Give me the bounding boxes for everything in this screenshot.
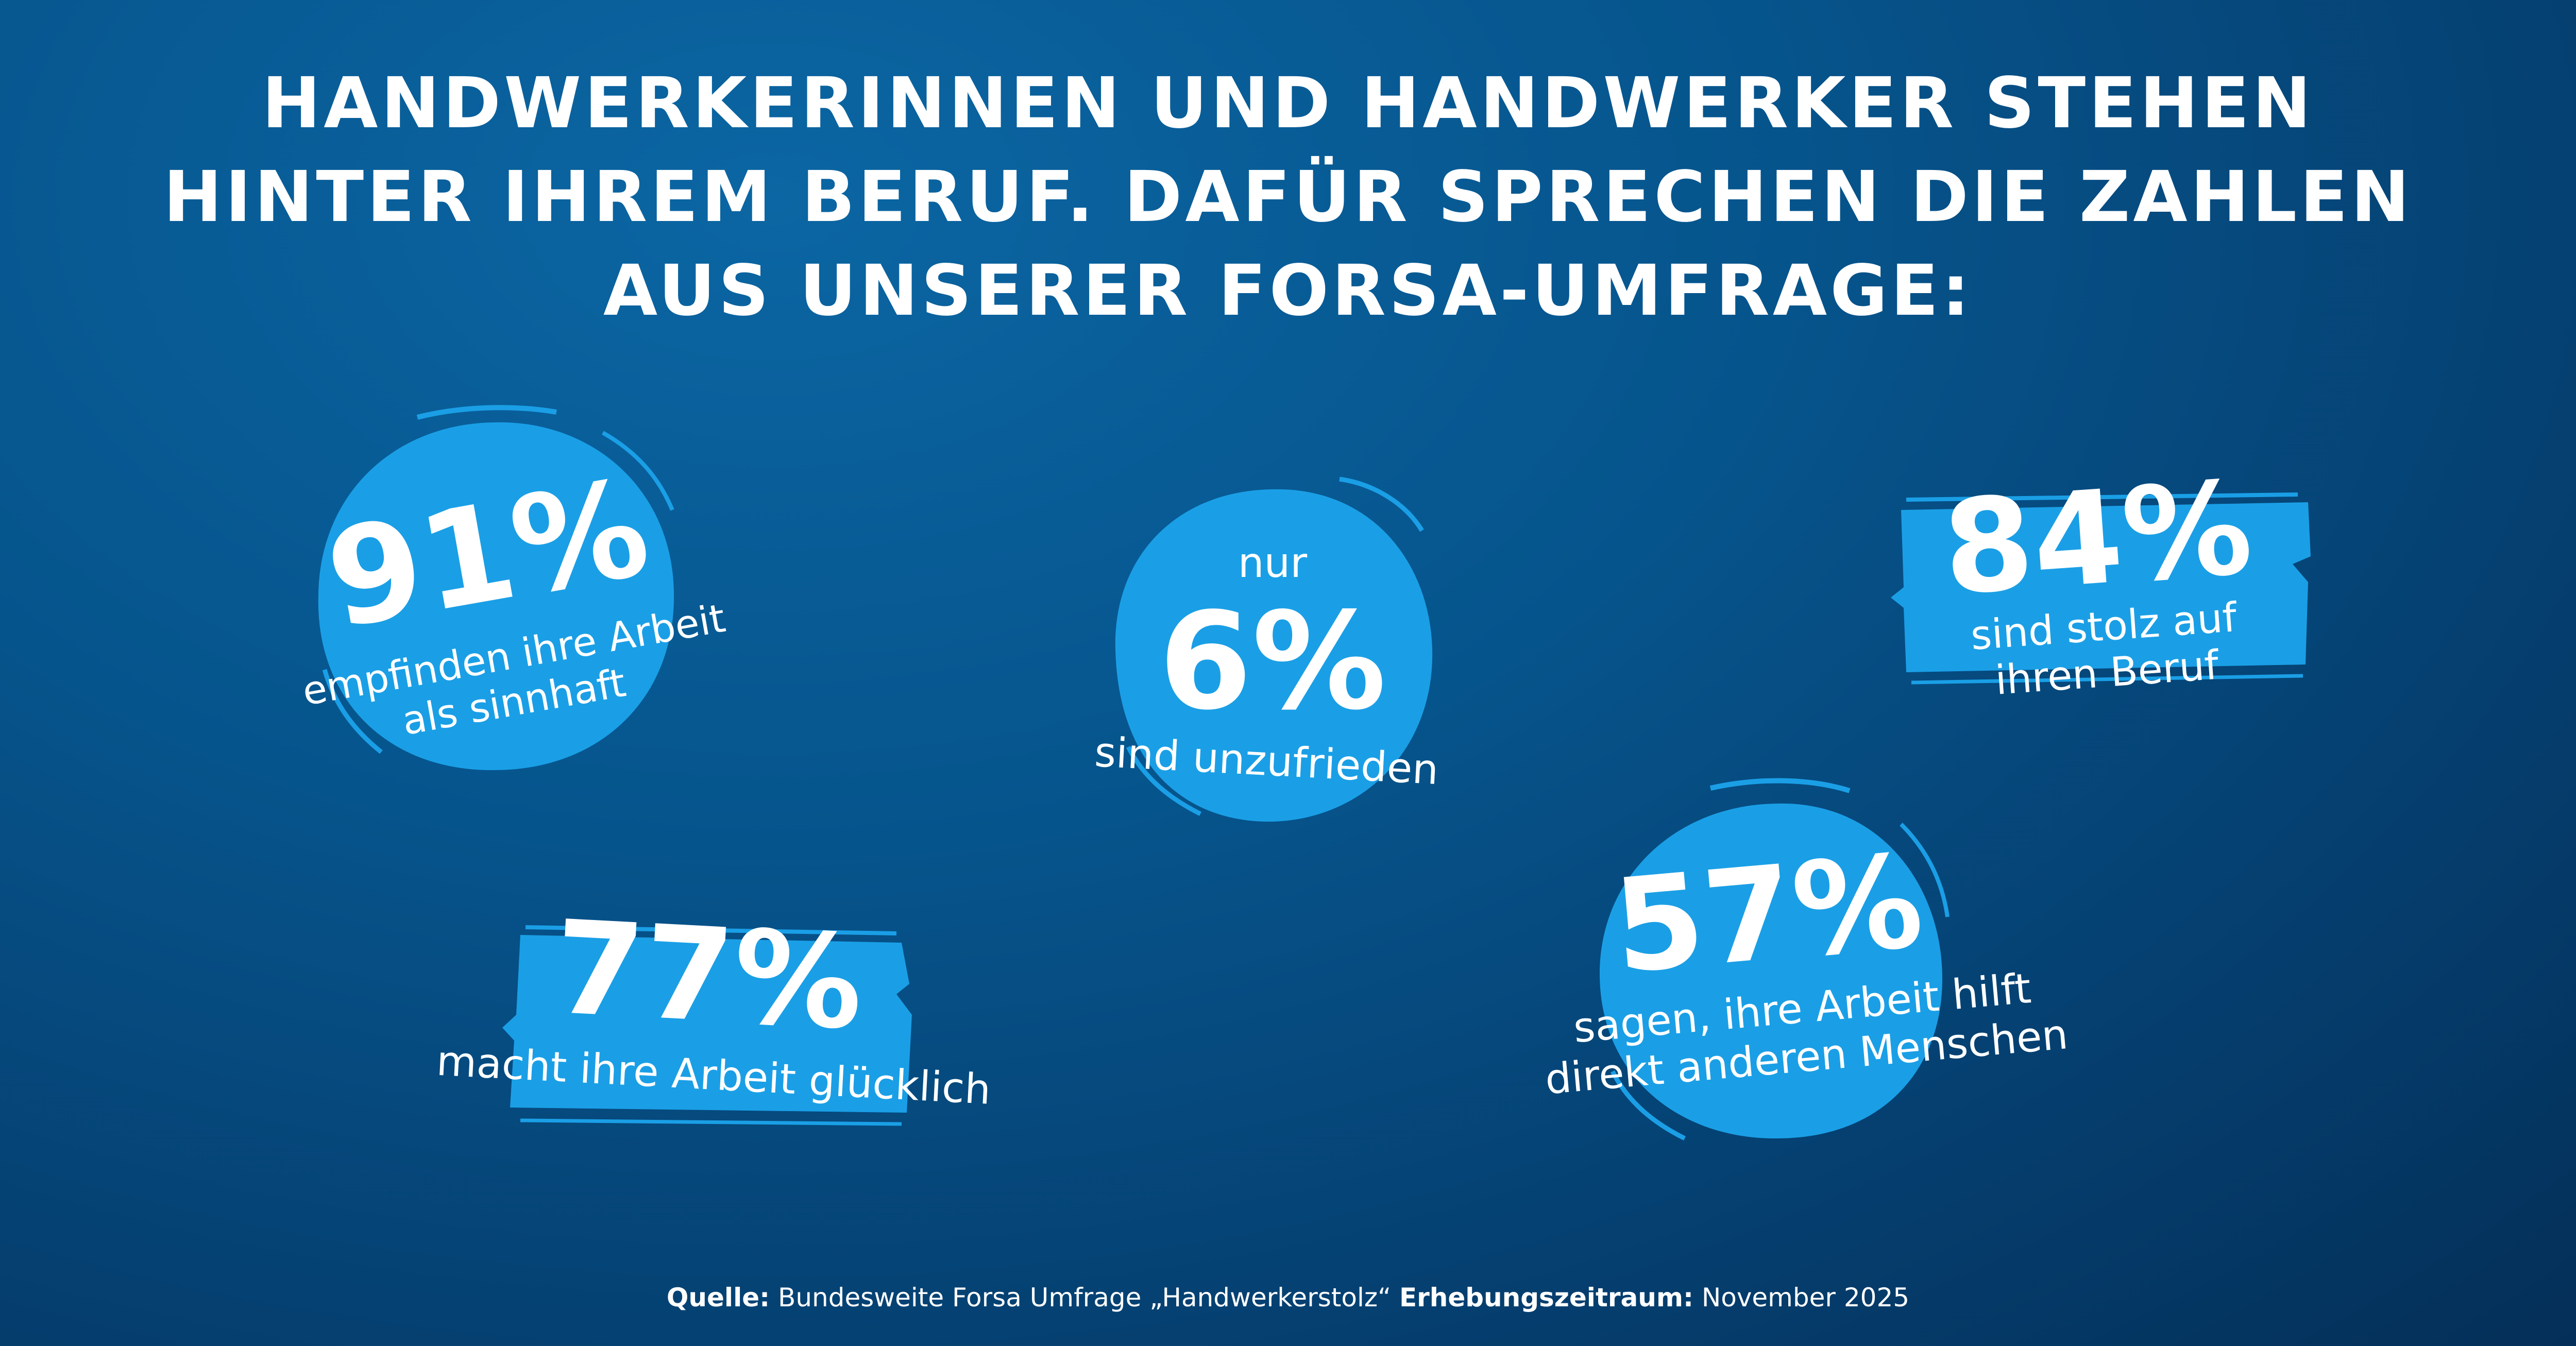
brush-rect-77 bbox=[502, 925, 912, 1126]
stat-badge-84: 84% sind stolz auf ihren Beruf bbox=[1875, 453, 2329, 726]
survey-period-text: November 2025 bbox=[1693, 1283, 1910, 1313]
survey-period-label: Erhebungszeitraum: bbox=[1399, 1283, 1693, 1313]
stat-badge-91: 91% empfinden ihre Arbeit als sinnhaft bbox=[289, 391, 728, 793]
source-text: Bundesweite Forsa Umfrage „Handwerkersto… bbox=[770, 1283, 1399, 1313]
stat-badge-6: nur 6% sind unzufrieden bbox=[1051, 458, 1494, 834]
brush-circle-91 bbox=[318, 405, 674, 771]
stat-badge-57: 57% sagen, ihre Arbeit hilft direkt ande… bbox=[1489, 762, 2107, 1159]
stat-prefix-6: nur bbox=[1238, 539, 1308, 587]
brush-rect-84 bbox=[1891, 492, 2311, 685]
stat-caption-6: sind unzufrieden bbox=[1093, 728, 1440, 794]
brush-circle-57 bbox=[1600, 778, 1950, 1141]
stat-value-6: 6% bbox=[1159, 584, 1386, 740]
headline-line-2: HINTER IHREM BERUF. DAFÜR SPRECHEN DIE Z… bbox=[163, 157, 2413, 238]
source-label: Quelle: bbox=[666, 1283, 770, 1313]
headline-line-1: HANDWERKERINNEN UND HANDWERKER STEHEN bbox=[262, 63, 2314, 144]
source-note: Quelle: Bundesweite Forsa Umfrage „Handw… bbox=[0, 1283, 2576, 1313]
headline: HANDWERKERINNEN UND HANDWERKER STEHEN HI… bbox=[0, 57, 2576, 338]
headline-line-3: AUS UNSERER FORSA-UMFRAGE: bbox=[603, 250, 1973, 332]
brush-circle-6 bbox=[1115, 476, 1433, 822]
stat-badge-77: 77% macht ihre Arbeit glücklich bbox=[381, 893, 1051, 1144]
